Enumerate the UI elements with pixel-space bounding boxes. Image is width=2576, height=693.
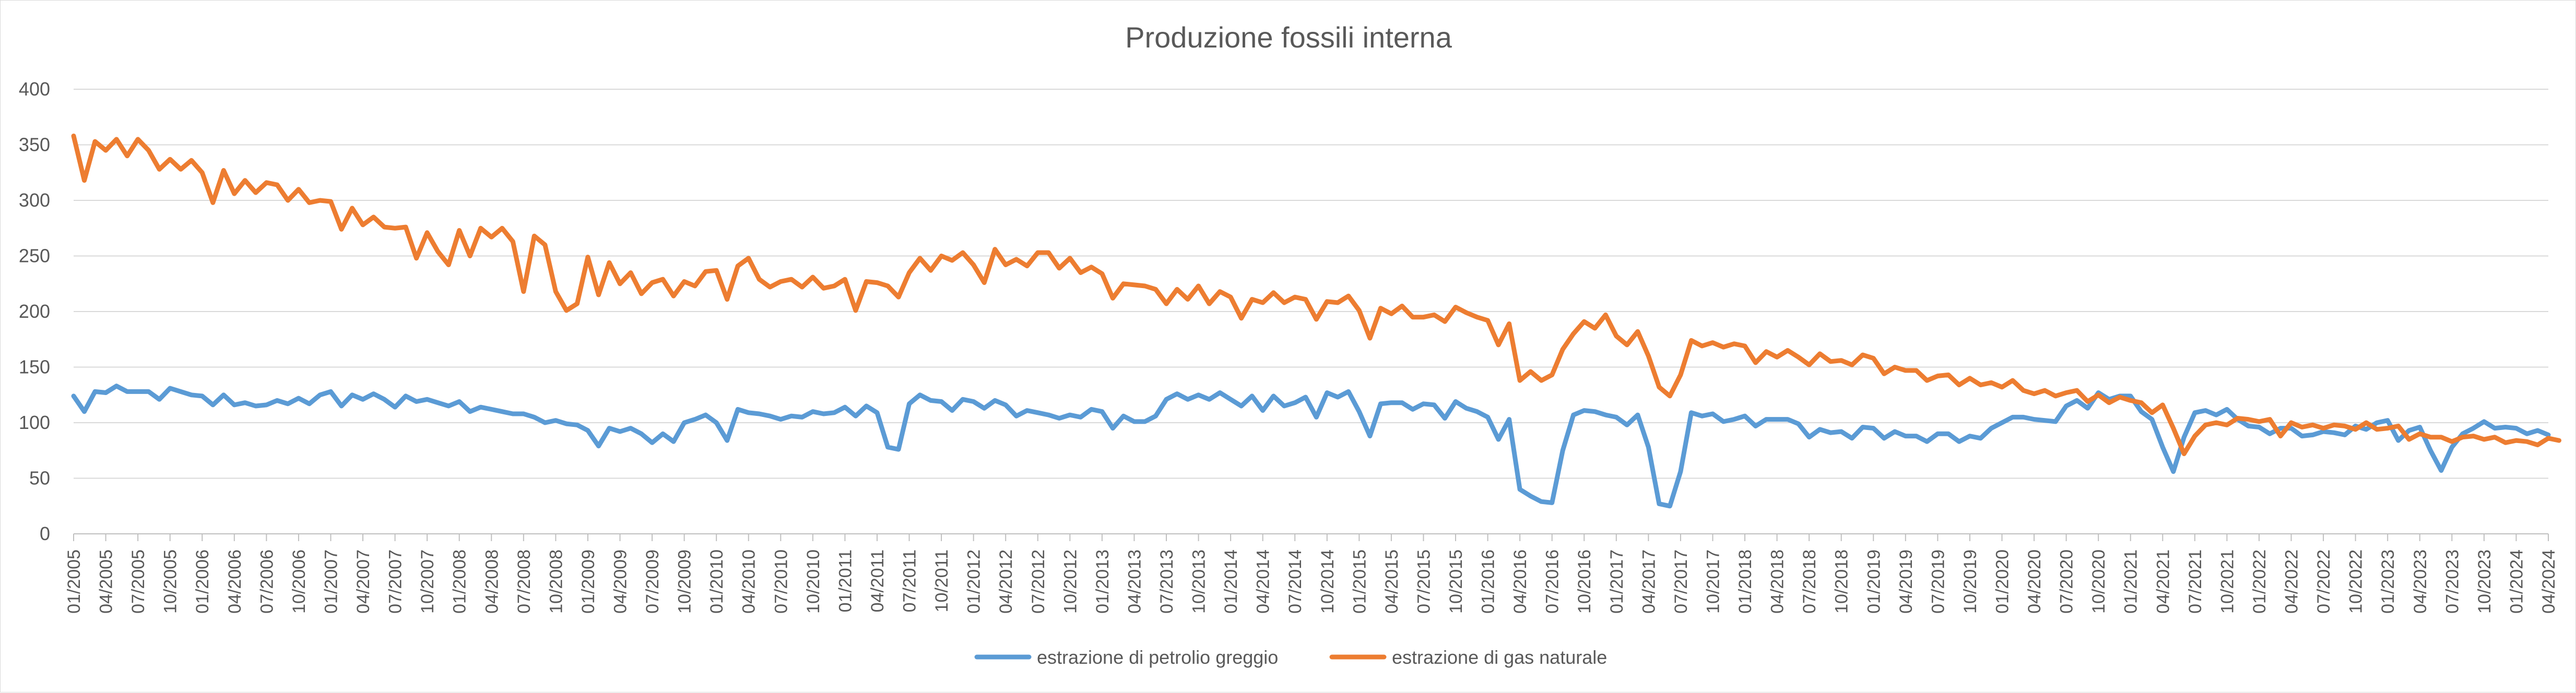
x-tick-label: 10/2005 xyxy=(161,549,181,614)
y-axis: 0 50 100 150 200 250 300 350 400 xyxy=(19,78,50,544)
x-tick-label: 07/2022 xyxy=(2314,549,2334,614)
x-tick-label: 07/2012 xyxy=(1029,549,1048,614)
x-tick-label: 07/2005 xyxy=(128,549,148,614)
x-tick-label: 10/2022 xyxy=(2346,549,2366,614)
x-tick-label: 10/2015 xyxy=(1446,549,1466,614)
x-tick-label: 04/2007 xyxy=(353,549,373,614)
x-tick-label: 01/2019 xyxy=(1864,549,1884,614)
x-tick-label: 07/2015 xyxy=(1414,549,1434,614)
x-tick-label: 04/2009 xyxy=(610,549,630,614)
series-lines xyxy=(71,134,2561,509)
y-tick-label: 100 xyxy=(19,412,50,433)
x-tick-label: 01/2011 xyxy=(835,549,855,612)
x-tick-label: 10/2020 xyxy=(2089,549,2109,614)
chart-title: Produzione fossili interna xyxy=(1125,21,1452,54)
x-tick-label: 04/2021 xyxy=(2153,549,2173,614)
x-tick-label: 10/2013 xyxy=(1189,549,1209,614)
legend-label-gas: estrazione di gas naturale xyxy=(1392,647,1607,668)
x-tick-label: 04/2019 xyxy=(1896,549,1916,614)
y-tick-label: 200 xyxy=(19,301,50,322)
x-tick-label: 01/2018 xyxy=(1735,549,1755,614)
x-tick-label: 01/2010 xyxy=(707,549,727,614)
series-line-gas xyxy=(71,134,2561,457)
x-tick-label: 01/2008 xyxy=(450,549,470,614)
x-tick-label: 04/2014 xyxy=(1254,549,1273,614)
y-tick-label: 50 xyxy=(29,468,50,489)
x-tick-label: 04/2005 xyxy=(97,549,116,614)
x-tick-label: 04/2010 xyxy=(739,549,759,614)
x-tick-label: 04/2011 xyxy=(868,549,888,612)
x-tick-label: 07/2017 xyxy=(1671,549,1691,614)
y-tick-label: 0 xyxy=(40,523,50,544)
x-tick-label: 04/2022 xyxy=(2282,549,2302,614)
x-tick-label: 01/2005 xyxy=(64,549,84,614)
x-tick-label: 01/2023 xyxy=(2378,549,2398,614)
x-tick-label: 04/2020 xyxy=(2025,549,2045,614)
y-tick-label: 150 xyxy=(19,356,50,378)
x-tick-label: 01/2007 xyxy=(321,549,341,614)
y-tick-label: 300 xyxy=(19,189,50,211)
x-tick-label: 10/2017 xyxy=(1703,549,1723,614)
x-tick-label: 01/2013 xyxy=(1093,549,1113,614)
x-tick-label: 01/2024 xyxy=(2507,549,2526,614)
x-tick-label: 10/2014 xyxy=(1318,549,1338,614)
x-tick-label: 10/2012 xyxy=(1060,549,1080,614)
series-line-petrolio xyxy=(71,384,2551,509)
x-tick-label: 04/2023 xyxy=(2410,549,2430,614)
y-tick-label: 400 xyxy=(19,78,50,100)
y-tick-label: 250 xyxy=(19,245,50,267)
x-tick-label: 04/2016 xyxy=(1510,549,1530,614)
x-tick-label: 07/2020 xyxy=(2057,549,2077,614)
x-tick-label: 10/2021 xyxy=(2217,549,2237,614)
x-tick-label: 07/2018 xyxy=(1800,549,1819,614)
x-tick-label: 04/2006 xyxy=(225,549,245,614)
x-tick-label: 07/2023 xyxy=(2442,549,2462,614)
x-tick-label: 04/2012 xyxy=(996,549,1016,614)
x-tick-label: 07/2014 xyxy=(1285,549,1305,614)
x-tick-label: 01/2020 xyxy=(1993,549,2013,614)
x-tick-label: 01/2012 xyxy=(964,549,984,614)
x-tick-label: 07/2013 xyxy=(1157,549,1177,614)
x-tick-label: 07/2019 xyxy=(1928,549,1948,614)
x-tick-label: 10/2009 xyxy=(675,549,695,614)
x-axis: 01/2005 04/2005 07/2005 10/2005 01/2006 04/20… xyxy=(64,533,2559,614)
x-tick-label: 10/2011 xyxy=(932,549,952,612)
x-tick-label: 07/2016 xyxy=(1543,549,1563,614)
x-tick-label: 10/2018 xyxy=(1832,549,1852,614)
x-tick-label: 01/2014 xyxy=(1221,549,1241,614)
y-tick-label: 350 xyxy=(19,134,50,156)
x-tick-label: 04/2015 xyxy=(1382,549,1402,614)
x-tick-label: 07/2010 xyxy=(771,549,791,614)
x-tick-label: 10/2006 xyxy=(289,549,309,614)
x-tick-label: 01/2015 xyxy=(1350,549,1369,614)
x-tick-label: 04/2013 xyxy=(1125,549,1144,614)
x-tick-label: 04/2024 xyxy=(2539,549,2559,614)
x-tick-label: 10/2019 xyxy=(1960,549,1980,614)
x-tick-label: 07/2021 xyxy=(2185,549,2205,614)
x-tick-label: 04/2017 xyxy=(1639,549,1659,614)
x-tick-label: 07/2011 xyxy=(900,549,920,612)
x-tick-label: 07/2007 xyxy=(386,549,406,614)
x-tick-label: 01/2017 xyxy=(1607,549,1627,614)
x-tick-label: 01/2022 xyxy=(2250,549,2270,614)
x-tick-label: 10/2008 xyxy=(546,549,566,614)
x-tick-label: 07/2009 xyxy=(643,549,663,614)
x-tick-label: 10/2023 xyxy=(2475,549,2495,614)
x-tick-label: 01/2016 xyxy=(1479,549,1498,614)
x-tick-label: 10/2010 xyxy=(803,549,823,614)
legend: estrazione di petrolio greggio estrazione… xyxy=(974,647,1607,668)
x-tick-label: 01/2021 xyxy=(2121,549,2141,614)
x-tick-label: 07/2006 xyxy=(257,549,277,614)
x-tick-label: 04/2008 xyxy=(482,549,502,614)
legend-label-petrolio: estrazione di petrolio greggio xyxy=(1037,647,1278,668)
x-tick-label: 07/2008 xyxy=(514,549,534,614)
x-tick-label: 01/2006 xyxy=(193,549,212,614)
x-tick-label: 01/2009 xyxy=(578,549,598,614)
x-tick-label: 10/2007 xyxy=(418,549,438,614)
x-tick-label: 04/2018 xyxy=(1768,549,1788,614)
x-tick-label: 10/2016 xyxy=(1575,549,1594,614)
